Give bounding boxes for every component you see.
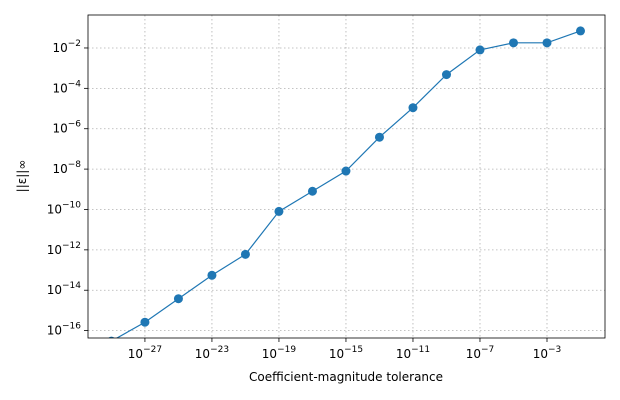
y-tick-label: 10−4 xyxy=(52,79,81,95)
plot-frame xyxy=(87,14,606,339)
data-point xyxy=(441,70,451,80)
x-tick-label: 10−7 xyxy=(466,345,495,361)
plot-area xyxy=(73,26,586,369)
data-point xyxy=(207,270,217,280)
x-tick-label: 10−11 xyxy=(396,345,430,361)
data-point xyxy=(508,38,518,48)
data-point xyxy=(240,249,250,259)
data-point xyxy=(576,26,586,36)
y-tick-label: 10−12 xyxy=(47,241,81,257)
y-tick-label: 10−14 xyxy=(47,281,82,297)
y-tick-label: 10−2 xyxy=(52,39,81,55)
x-tick-label: 10−3 xyxy=(533,345,562,361)
x-tick-label: 10−23 xyxy=(195,345,229,361)
y-tick-label: 10−16 xyxy=(47,322,82,338)
y-tick-label: 10−8 xyxy=(52,160,81,176)
data-point xyxy=(140,317,150,327)
data-point xyxy=(73,360,82,369)
data-point xyxy=(542,38,552,48)
y-axis-label: ||ε||∞ xyxy=(15,160,29,193)
x-tick-label: 10−15 xyxy=(329,345,363,361)
data-point xyxy=(475,45,485,55)
x-tick-label: 10−19 xyxy=(262,345,297,361)
y-tick-label: 10−6 xyxy=(52,120,81,136)
grid xyxy=(88,15,605,338)
x-axis-label: Coefficient-magnitude tolerance xyxy=(249,370,443,384)
data-point xyxy=(374,132,384,142)
data-point xyxy=(173,294,183,304)
data-point xyxy=(274,206,284,216)
x-tick-label: 10−27 xyxy=(128,345,162,361)
data-point xyxy=(408,103,418,113)
y-tick-label: 10−10 xyxy=(47,200,82,216)
series-line xyxy=(115,30,581,338)
data-point xyxy=(341,166,351,176)
data-point xyxy=(307,186,317,196)
